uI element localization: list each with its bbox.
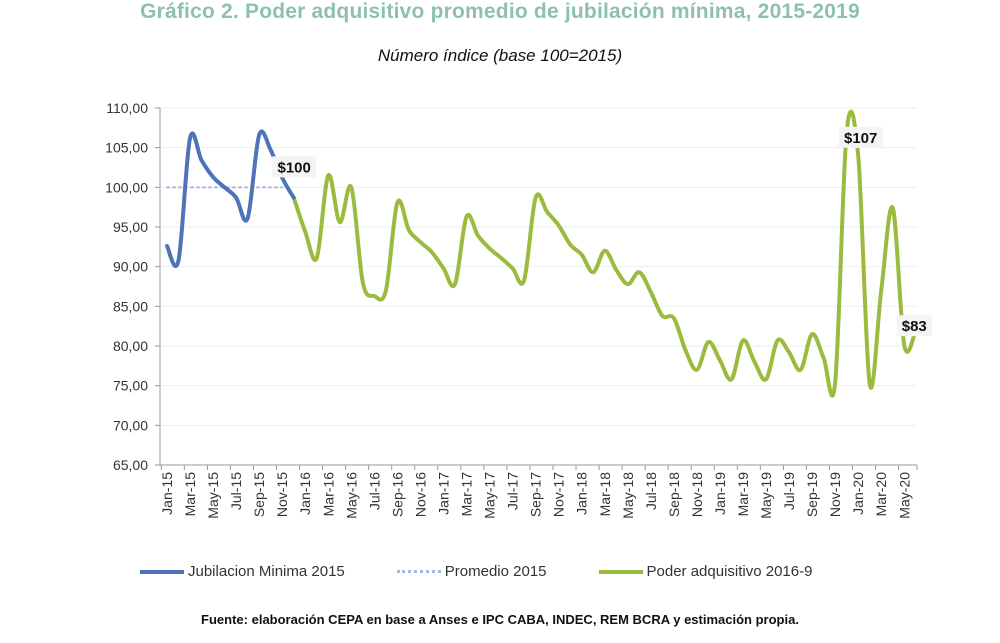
legend-label: Promedio 2015	[444, 563, 547, 580]
y-tick-label: 100,00	[105, 179, 148, 195]
source-note: Fuente: elaboración CEPA en base a Anses…	[201, 612, 799, 627]
x-tick-label: Jan-19	[712, 472, 728, 515]
chart-subtitle: Número índice (base 100=2015)	[377, 46, 623, 65]
y-tick-label: 110,00	[106, 100, 148, 116]
x-tick-label: Sep-16	[389, 472, 405, 517]
x-tick-label: Nov-19	[827, 472, 843, 517]
x-tick-label: Mar-17	[459, 472, 475, 517]
data-label-background	[272, 156, 317, 178]
x-tick-label: Nov-17	[551, 472, 567, 517]
legend-swatch-blue	[140, 569, 184, 574]
x-tick-label: Mar-18	[597, 472, 613, 517]
legend-swatch-green	[598, 569, 643, 574]
x-tick-label: Jan-17	[435, 472, 451, 515]
x-tick-label: Mar-20	[873, 472, 889, 517]
y-tick-label: 75,00	[113, 378, 148, 394]
data-label-background	[838, 126, 883, 148]
legend-item-jubilacion: Jubilacion Minima 2015	[140, 563, 345, 580]
chart-title: Gráfico 2. Poder adquisitivo promedio de…	[140, 0, 860, 23]
x-tick-label: Nov-15	[274, 472, 290, 517]
y-tick-label: 90,00	[113, 259, 148, 275]
series-line-jubilacion-minima-2015	[165, 129, 296, 269]
x-tick-label: May-18	[620, 472, 636, 519]
legend-item-promedio: Promedio 2015	[396, 563, 547, 580]
x-tick-label: Mar-15	[182, 472, 198, 517]
x-tick-label: Jan-20	[850, 472, 866, 515]
legend-label: Jubilacion Minima 2015	[188, 563, 345, 580]
y-tick-label: 95,00	[113, 219, 148, 235]
x-tick-label: Nov-18	[689, 472, 705, 517]
y-tick-label: 65,00	[113, 457, 148, 473]
x-tick-label: Nov-16	[412, 472, 428, 517]
legend-item-poder: Poder adquisitivo 2016-9	[598, 563, 813, 580]
data-label: $107	[844, 130, 877, 147]
x-tick-label: Jul-17	[505, 472, 521, 510]
x-tick-label: Jul-19	[781, 472, 797, 510]
y-tick-label: 85,00	[113, 298, 148, 314]
x-tick-label: May-19	[758, 472, 774, 519]
x-tick-label: Jul-15	[228, 472, 244, 510]
x-tick-label: May-17	[482, 472, 498, 519]
data-label: $83	[902, 318, 927, 335]
data-label-background	[896, 315, 932, 337]
x-tick-label: Sep-17	[528, 472, 544, 517]
legend: Jubilacion Minima 2015 Promedio 2015 Pod…	[140, 563, 864, 580]
x-tick-label: May-16	[343, 472, 359, 519]
x-tick-label: Sep-18	[666, 472, 682, 517]
x-tick-label: Sep-19	[804, 472, 820, 517]
legend-swatch-dotted	[396, 570, 441, 573]
x-tick-label: May-20	[896, 472, 912, 519]
y-tick-label: 80,00	[113, 338, 148, 354]
data-label: $100	[278, 159, 311, 176]
x-tick-label: Mar-19	[735, 472, 751, 517]
x-tick-label: Mar-16	[320, 472, 336, 517]
x-tick-label: Jan-18	[574, 472, 590, 515]
y-tick-label: 70,00	[113, 417, 148, 433]
x-tick-label: Sep-15	[251, 472, 267, 517]
x-tick-label: Jul-16	[366, 472, 382, 510]
x-tick-label: Jul-18	[643, 472, 659, 510]
x-tick-label: May-15	[205, 472, 221, 519]
series-line-poder-adquisitivo-2016-9	[291, 109, 918, 398]
x-tick-label: Jan-15	[159, 472, 175, 515]
x-tick-label: Jan-16	[297, 472, 313, 515]
y-tick-label: 105,00	[105, 140, 148, 156]
legend-label: Poder adquisitivo 2016-9	[646, 563, 813, 580]
